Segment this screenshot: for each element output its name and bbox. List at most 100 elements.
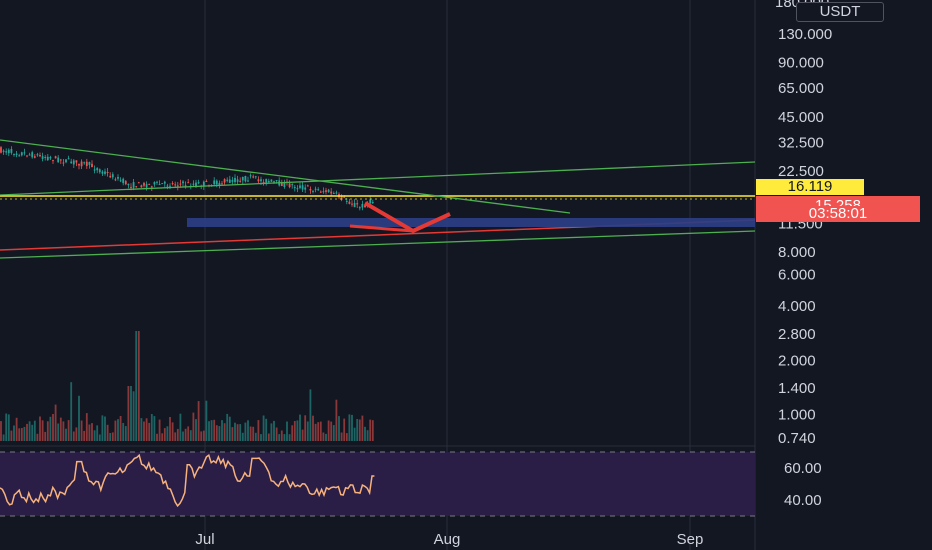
candle-body bbox=[15, 153, 18, 155]
candle-body bbox=[109, 175, 112, 178]
volume-bar bbox=[275, 427, 278, 441]
candle-body bbox=[39, 155, 41, 157]
volume-bar bbox=[327, 420, 330, 441]
volume-bar bbox=[166, 426, 169, 441]
volume-bar bbox=[252, 426, 255, 441]
volume-bar bbox=[221, 420, 223, 441]
price-tick-label: 130.000 bbox=[778, 26, 832, 43]
volume-bar bbox=[314, 423, 317, 441]
volume-bar bbox=[98, 434, 101, 441]
time-axis[interactable]: Jul Aug Sep bbox=[195, 531, 703, 548]
candle-body bbox=[283, 182, 286, 187]
descending-trendline[interactable] bbox=[0, 139, 571, 214]
volume-bar bbox=[156, 433, 158, 441]
volume-bar bbox=[2, 434, 5, 441]
candle-body bbox=[59, 159, 62, 161]
candle-body bbox=[150, 186, 153, 188]
volume-bar bbox=[189, 430, 192, 441]
candle-body bbox=[18, 155, 21, 157]
candle-body bbox=[218, 182, 221, 186]
candle-body bbox=[179, 183, 182, 185]
candle-body bbox=[187, 182, 190, 184]
volume-bar bbox=[171, 422, 174, 441]
volume-bar bbox=[65, 428, 67, 441]
volume-bar bbox=[143, 421, 145, 441]
candle-body bbox=[192, 183, 195, 185]
candle-body bbox=[20, 152, 23, 156]
candle-body bbox=[205, 181, 208, 182]
volume-bar bbox=[174, 432, 177, 441]
volume-bar bbox=[325, 433, 327, 441]
volume-bar bbox=[41, 420, 44, 441]
candle-body bbox=[296, 188, 299, 190]
candle-body bbox=[291, 184, 294, 186]
candle-body bbox=[49, 157, 52, 159]
time-label-jul: Jul bbox=[195, 531, 214, 548]
candle-body bbox=[114, 179, 117, 181]
volume-bar bbox=[309, 389, 312, 441]
volume-bar bbox=[158, 419, 161, 441]
volume-bar bbox=[356, 419, 359, 441]
volume-bar bbox=[70, 382, 73, 441]
candle-body bbox=[226, 179, 229, 181]
time-label-sep: Sep bbox=[677, 531, 704, 548]
volume-bar bbox=[340, 432, 343, 441]
volume-bar bbox=[291, 425, 294, 441]
volume-bar bbox=[80, 420, 83, 441]
candle-body bbox=[130, 186, 132, 188]
candle-body bbox=[309, 189, 312, 191]
volume-bar bbox=[262, 415, 265, 441]
candle-body bbox=[96, 168, 99, 171]
candle-body bbox=[288, 183, 291, 188]
volume-bar bbox=[371, 420, 374, 441]
volume-bar bbox=[5, 413, 8, 441]
price-tick-label: 90.000 bbox=[778, 55, 824, 72]
volume-bar bbox=[280, 430, 283, 441]
support-zone[interactable] bbox=[187, 218, 755, 227]
volume-bar bbox=[62, 421, 65, 441]
volume-bar bbox=[127, 386, 130, 441]
candle-body bbox=[106, 172, 109, 173]
candle-body bbox=[351, 203, 353, 205]
volume-bar bbox=[345, 433, 348, 441]
ascending-trendline-upper[interactable] bbox=[0, 161, 756, 196]
volume-bar bbox=[228, 416, 231, 441]
oscillator-axis[interactable]: 60.00 40.00 bbox=[784, 460, 822, 509]
candle-body bbox=[140, 185, 143, 188]
candle-body bbox=[361, 204, 364, 208]
currency-selector[interactable]: USDT bbox=[796, 2, 884, 22]
candle-body bbox=[223, 179, 226, 183]
volume-bar bbox=[241, 432, 244, 441]
volume-bar bbox=[67, 420, 70, 441]
volume-bar bbox=[114, 420, 117, 441]
volume-bar bbox=[52, 414, 54, 441]
candle-body bbox=[332, 193, 335, 194]
volume-bar bbox=[283, 434, 286, 441]
candle-body bbox=[314, 188, 317, 190]
candle-body bbox=[169, 185, 171, 187]
volume-bar bbox=[361, 415, 364, 441]
ascending-trendline-lower[interactable] bbox=[0, 230, 756, 259]
volume-bar bbox=[163, 428, 166, 441]
candle-body bbox=[260, 179, 262, 182]
candle-body bbox=[202, 181, 205, 187]
candle-body bbox=[54, 156, 57, 159]
candle-body bbox=[215, 180, 218, 185]
volume-bar bbox=[83, 430, 86, 441]
volume-bar bbox=[169, 417, 171, 441]
candle-body bbox=[312, 190, 314, 192]
candle-countdown: 03:58:01 bbox=[756, 206, 920, 222]
price-tick-label: 2.000 bbox=[778, 352, 816, 369]
candle-body bbox=[356, 203, 359, 205]
volume-bar bbox=[317, 422, 320, 441]
volume-bar bbox=[210, 420, 213, 441]
candle-body bbox=[31, 152, 34, 158]
volume-bar bbox=[96, 425, 99, 441]
volume-bar bbox=[72, 431, 75, 441]
volume-bar bbox=[195, 419, 197, 441]
candle-body bbox=[306, 185, 309, 187]
volume-bar bbox=[239, 424, 242, 441]
candle-body bbox=[249, 175, 252, 177]
candle-body bbox=[85, 161, 88, 166]
